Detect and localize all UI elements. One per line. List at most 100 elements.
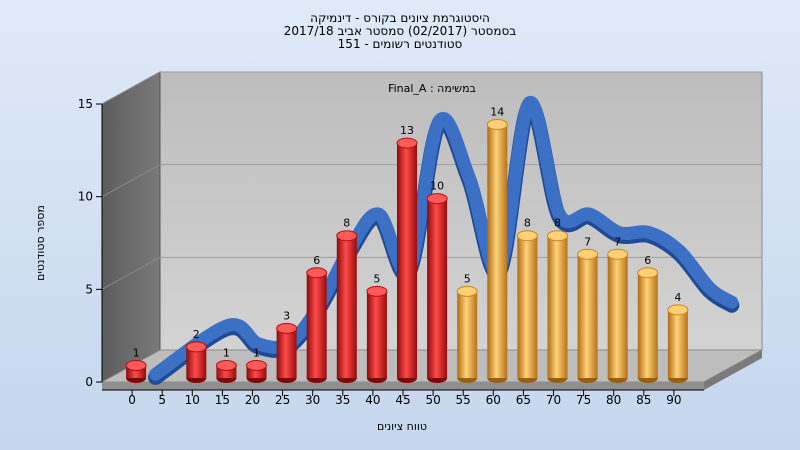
bar — [486, 119, 508, 383]
data-label: 8 — [343, 217, 350, 230]
x-tick-label: 60 — [486, 393, 501, 407]
bar-body — [517, 235, 538, 378]
bar-top — [246, 359, 267, 371]
bar — [246, 359, 267, 383]
data-label: 14 — [490, 106, 504, 119]
bar — [306, 267, 328, 383]
data-label: 10 — [430, 180, 444, 193]
bar-top — [486, 119, 508, 131]
x-axis-title: טווח ציונים — [377, 420, 427, 433]
bar — [276, 322, 298, 383]
x-tick-label: 45 — [395, 393, 410, 407]
bar-top — [276, 322, 298, 334]
x-tick-label: 25 — [275, 393, 290, 407]
bar-body — [457, 291, 478, 378]
bar-top — [637, 267, 659, 279]
x-tick-label: 50 — [425, 393, 440, 407]
bar — [366, 285, 388, 383]
bar — [577, 248, 599, 383]
data-label: 5 — [464, 272, 471, 285]
x-axis: 0 5 10 15 20 25 30 35 40 45 50 55 60 65 70 75 80 85 90 — [102, 389, 704, 407]
bar-top — [577, 248, 599, 260]
bar-top — [396, 137, 418, 149]
bar-body — [607, 254, 628, 378]
bar-top — [516, 230, 538, 242]
bar-body — [306, 272, 327, 378]
data-label: 6 — [644, 254, 651, 267]
x-tick-label: 20 — [245, 393, 260, 407]
left-wall — [101, 71, 161, 383]
x-tick-label: 0 — [128, 393, 136, 407]
data-label: 1 — [253, 346, 260, 359]
bar-body — [397, 143, 417, 378]
bar — [637, 267, 659, 383]
y-tick-label: 10 — [78, 190, 93, 204]
bar-top — [185, 341, 207, 353]
x-tick-label: 70 — [546, 393, 561, 407]
y-tick-label: 0 — [85, 375, 93, 389]
bar — [396, 137, 418, 383]
bar-body — [276, 328, 297, 378]
bar-top — [607, 248, 629, 260]
bar-top — [426, 193, 448, 205]
x-tick-label: 15 — [215, 393, 230, 407]
data-label: 8 — [524, 217, 531, 230]
bar-top — [125, 359, 147, 371]
bar-body — [366, 291, 387, 378]
gridline — [101, 256, 161, 290]
data-label: 4 — [674, 291, 681, 304]
bar — [185, 341, 207, 383]
bar — [667, 304, 689, 383]
bar — [336, 230, 358, 383]
data-label: 7 — [614, 235, 621, 248]
y-axis: 0 5 10 15 — [78, 97, 103, 389]
title-line-2: בסמסטר (02/2017) סמסטר אביב 2017/18 — [284, 24, 516, 38]
bar-body — [487, 124, 508, 379]
data-label: 1 — [133, 346, 140, 359]
bar-top — [215, 359, 237, 371]
x-tick-label: 10 — [185, 393, 200, 407]
title-line-3: סטודנטים רשומים - 151 — [338, 37, 463, 51]
bar-body — [667, 309, 688, 378]
data-label: 7 — [584, 235, 591, 248]
data-label: 2 — [193, 328, 200, 341]
bar-top — [336, 230, 358, 242]
data-label: 3 — [283, 309, 290, 322]
bar-body — [336, 235, 357, 378]
data-label: 8 — [554, 217, 561, 230]
x-tick-label: 75 — [576, 393, 591, 407]
floor-front-edge — [102, 382, 704, 390]
data-label: 6 — [313, 254, 320, 267]
x-tick-label: 80 — [606, 393, 621, 407]
bars — [125, 119, 689, 383]
bar — [215, 359, 237, 383]
y-tick-label: 15 — [78, 97, 93, 111]
gridline — [101, 164, 161, 198]
title-line-1: היסטוגרמת ציונים בקורס - דינמיקה — [310, 11, 490, 25]
chart-title: היסטוגרמת ציונים בקורס - דינמיקה בסמסטר … — [284, 11, 516, 51]
gridline — [101, 71, 161, 105]
x-tick-label: 55 — [456, 393, 471, 407]
bar-body — [186, 346, 207, 378]
x-tick-label: 90 — [666, 393, 681, 407]
annotation-label: Final_A : במשימה — [388, 82, 476, 95]
data-label: 5 — [373, 272, 380, 285]
x-tick-label: 35 — [335, 393, 350, 407]
bar-body — [637, 272, 658, 378]
data-label: 1 — [223, 346, 230, 359]
bar-top — [456, 285, 478, 297]
bar — [426, 193, 448, 383]
y-tick-label: 5 — [85, 282, 93, 296]
x-tick-label: 5 — [158, 393, 166, 407]
data-label: 13 — [400, 124, 414, 137]
bar — [456, 285, 478, 383]
right-edge — [704, 350, 762, 390]
bar-body — [577, 254, 598, 378]
x-tick-label: 85 — [636, 393, 651, 407]
bar-top — [667, 304, 689, 316]
x-tick-label: 30 — [305, 393, 320, 407]
y-axis-title: מספר סטודנטים — [34, 205, 47, 281]
bar-top — [306, 267, 328, 279]
